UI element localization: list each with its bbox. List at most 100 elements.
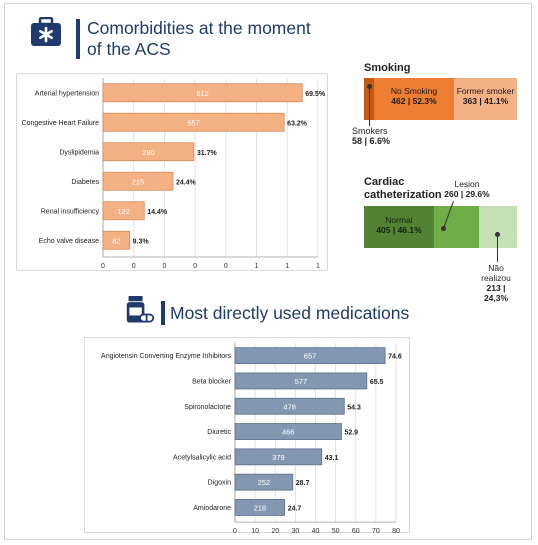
smoking-segment-value: 462 | 52.3%: [391, 96, 437, 106]
cath-segment: Normal 405 | 46.1%: [364, 206, 434, 248]
bar-count-label: 577: [295, 377, 308, 386]
bar-value-label: 24.7: [288, 505, 302, 512]
category-label: Digoxin: [208, 480, 231, 487]
x-tick-label: 1: [316, 263, 320, 270]
nao-callout-dot: [495, 232, 500, 237]
smokers-callout-name: Smokers: [352, 126, 388, 136]
bar-value-label: 74.6: [388, 354, 402, 361]
medical-kit-icon: [31, 17, 61, 46]
section-title-bar: [76, 19, 80, 59]
bar-percent-label: 69.5%: [305, 91, 326, 98]
bar: [102, 83, 303, 103]
x-tick-label: 0: [101, 263, 105, 270]
x-tick-label: 40: [312, 528, 320, 534]
section-title-bar-2: [161, 301, 165, 325]
smoking-segment: No Smoking 462 | 52.3%: [374, 78, 454, 120]
bar-percent-label: 24.4%: [176, 179, 197, 186]
smoking-segment-name: Former smoker: [456, 86, 515, 96]
bar: [102, 201, 145, 221]
bar-percent-label: 9.3%: [133, 238, 150, 245]
bar-percent-label: 31.7%: [197, 150, 218, 157]
smoking-title: Smoking: [364, 62, 411, 74]
bar: [102, 142, 195, 162]
medications-panel: 0 10 20 30 40 50 60 70 80 Angiotensin Converting …: [84, 337, 410, 535]
comorbidities-chart: 0 0 0 0 0 1 1 1 Arterial hypertension 612 69.5% Con…: [22, 78, 326, 270]
nao-realizou-callout: Não realizou 213 | 24,3%: [475, 263, 517, 303]
category-label: Spironolactone: [184, 404, 231, 411]
smokers-callout-line: [369, 84, 370, 126]
bar: [102, 171, 174, 191]
cath-title-line1: Cardiac: [364, 176, 405, 188]
category-label: Renal insufficiency: [41, 208, 100, 215]
bar: [234, 397, 345, 415]
category-label: Acetylsalicylic acid: [173, 454, 231, 461]
bar-count-label: 122: [117, 207, 130, 216]
x-tick-label: 10: [251, 528, 259, 534]
bar: [102, 230, 131, 250]
category-label: Diuretic: [207, 429, 231, 436]
bar-percent-label: 14.4%: [147, 209, 168, 216]
bar-count-label: 478: [283, 402, 296, 411]
bar: [234, 347, 386, 365]
category-label: Arterial hypertension: [35, 90, 99, 97]
x-tick-label: 60: [352, 528, 360, 534]
lesion-callout-dot: [441, 226, 446, 231]
x-tick-label: 0: [224, 263, 228, 270]
bar-value-label: 28.7: [296, 480, 310, 487]
smoking-segment-name: No Smoking: [390, 86, 438, 96]
category-label: Echo valve disease: [39, 238, 99, 245]
bar-value-label: 54.3: [347, 404, 361, 411]
category-label: Angiotensin Converting Enzyme Inhibitors: [101, 353, 231, 360]
cath-segment: [479, 206, 517, 248]
x-tick-label: 0: [193, 263, 197, 270]
lesion-callout: Lesion 260 | 29.6%: [444, 179, 489, 199]
x-tick-label: 70: [372, 528, 380, 534]
medications-title: Most directly used medications: [170, 303, 410, 323]
lesion-callout-name: Lesion: [454, 179, 480, 189]
x-tick-label: 1: [255, 263, 259, 270]
bar-count-label: 379: [272, 453, 285, 462]
bar: [234, 499, 286, 516]
bar-count-label: 82: [112, 236, 120, 245]
cath-title: Cardiac catheterization: [364, 176, 442, 202]
bar: [234, 448, 323, 466]
comorbidities-panel: 0 0 0 0 0 1 1 1 Arterial hypertension 612 69.5% Con…: [16, 73, 328, 271]
bar-count-label: 280: [142, 148, 155, 157]
bar-value-label: 43.1: [325, 455, 339, 462]
category-label: Dyslipidemia: [59, 149, 99, 156]
pill-bottle-icon: [126, 296, 155, 323]
bar-value-label: 52.9: [344, 430, 358, 437]
x-tick-label: 20: [271, 528, 279, 534]
x-tick-label: 0: [132, 263, 136, 270]
smokers-callout-value: 58 | 6.6%: [352, 136, 391, 146]
cath-segment-name: Normal: [385, 215, 413, 225]
x-tick-label: 1: [285, 263, 289, 270]
category-label: Beta blocker: [192, 378, 232, 385]
lesion-callout-value: 260 | 29.6%: [444, 189, 490, 199]
bar-count-label: 657: [304, 352, 317, 361]
bar: [234, 473, 294, 491]
smokers-callout: Smokers 58 | 6.6%: [352, 126, 390, 146]
bar-percent-label: 63.2%: [287, 120, 308, 127]
bar-count-label: 612: [196, 89, 209, 98]
category-label: Diabetes: [71, 179, 99, 186]
medications-chart: 0 10 20 30 40 50 60 70 80 Angiotensin Converting …: [101, 343, 402, 535]
bar: [234, 372, 368, 390]
bar-count-label: 557: [187, 118, 200, 127]
bar-count-label: 218: [254, 503, 267, 512]
bar-count-label: 215: [132, 177, 145, 186]
comorbidities-title-line2: of the ACS: [87, 39, 171, 59]
bar-value-label: 65.5: [370, 379, 384, 386]
bar: [102, 112, 285, 132]
cath-segment-value: 405 | 46.1%: [376, 225, 422, 235]
nao-realizou-name: Não realizou: [481, 263, 511, 283]
x-tick-label: 80: [392, 528, 400, 534]
bar-count-label: 466: [282, 428, 295, 437]
smoking-segment-value: 363 | 41.1%: [462, 96, 509, 106]
bar-count-label: 252: [258, 478, 271, 487]
x-tick-label: 50: [332, 528, 340, 534]
comorbidities-title-line1: Comorbidities at the moment: [87, 18, 311, 38]
category-label: Congestive Heart Failure: [22, 120, 100, 127]
x-tick-label: 0: [233, 528, 237, 534]
category-label: Amiodarone: [193, 505, 231, 512]
